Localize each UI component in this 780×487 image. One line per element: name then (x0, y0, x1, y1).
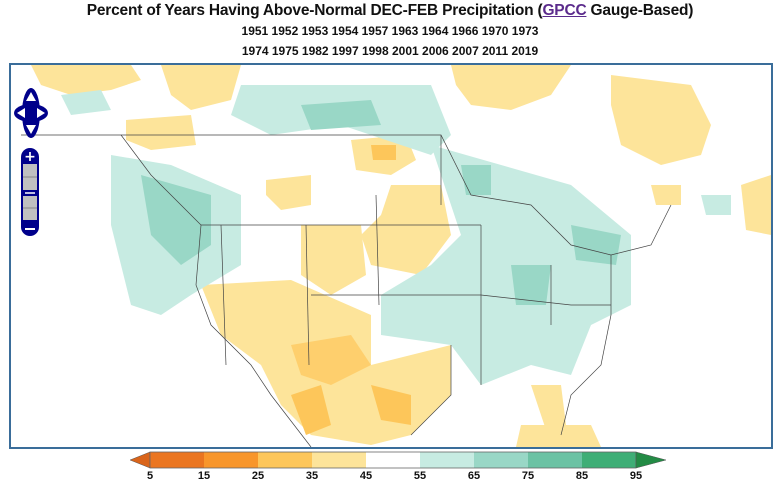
pan-control[interactable] (13, 87, 49, 139)
colorbar-tick-label: 65 (467, 470, 481, 482)
colorbar-bin-45_55 (366, 452, 420, 468)
colorbar-extend-low (129, 451, 151, 469)
colorbar-extend-high (635, 451, 667, 469)
title-suffix: Gauge-Based) (586, 2, 694, 19)
colorbar-tick-label: 85 (575, 470, 589, 482)
colorbar-tick-label: 95 (629, 470, 643, 482)
gpcc-link[interactable]: GPCC (542, 2, 587, 19)
map-viewport[interactable]: + (9, 63, 773, 449)
precip-map (21, 65, 771, 447)
pan-down-icon (26, 125, 36, 134)
colorbar-bin-55_65 (420, 452, 474, 468)
years-list-line-1: 1951 1952 1953 1954 1957 1963 1964 1966 … (241, 24, 539, 38)
colorbar-tick-label: 25 (251, 470, 265, 482)
map-title: Percent of Years Having Above-Normal DEC… (0, 2, 780, 20)
colorbar-bin-65_75 (474, 452, 528, 468)
colorbar-bin-35_45 (312, 452, 366, 468)
colorbar-bin-25_35 (258, 452, 312, 468)
zoom-in-icon: + (24, 149, 36, 165)
pan-up-icon (26, 92, 36, 101)
zoom-control[interactable]: + (20, 148, 40, 236)
title-text: Percent of Years Having Above-Normal DEC… (86, 2, 543, 19)
colorbar-tick-label: 45 (359, 470, 373, 482)
colorbar-bin-75_85 (528, 452, 582, 468)
colorbar-bin-5_15 (150, 452, 204, 468)
colorbar-tick-label: 75 (521, 470, 535, 482)
below-normal-shading (31, 65, 771, 447)
colorbar-bin-85_95 (582, 452, 636, 468)
colorbar-tick-label: 55 (413, 470, 427, 482)
pan-left-icon (17, 108, 25, 118)
colorbar-tick-label: 15 (197, 470, 211, 482)
colorbar-ticks: 5 15 25 35 45 55 65 75 85 95 (0, 470, 780, 486)
colorbar-bin-15_25 (204, 452, 258, 468)
pan-right-icon (37, 108, 45, 118)
years-list-line-2: 1974 1975 1982 1997 1998 2001 2006 2007 … (241, 44, 539, 58)
colorbar-tick-label: 5 (146, 470, 154, 482)
colorbar (129, 451, 667, 469)
geographic-boundaries (21, 134, 672, 447)
above-normal-shading (61, 85, 731, 385)
colorbar-tick-label: 35 (305, 470, 319, 482)
